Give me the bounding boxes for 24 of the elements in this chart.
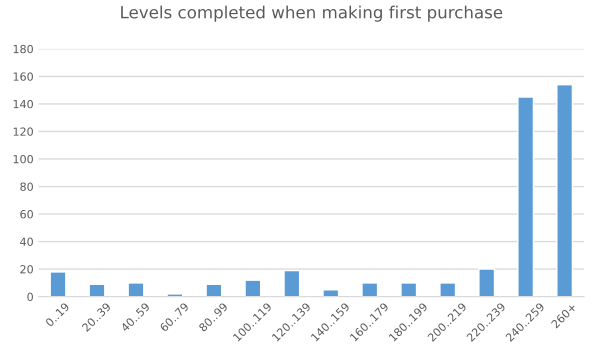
bar — [517, 96, 534, 297]
y-tick-label: 100 — [14, 154, 33, 164]
bar — [400, 282, 418, 297]
y-tick-label: 60 — [20, 210, 33, 218]
y-tick-label: 40 — [20, 238, 33, 246]
y-tick-label: 0 — [27, 292, 33, 302]
bar — [88, 284, 106, 297]
bar — [205, 284, 222, 297]
bar — [50, 271, 67, 297]
bar — [556, 84, 574, 297]
bar — [322, 289, 340, 297]
bar — [439, 282, 456, 297]
y-tick-label: 80 — [20, 182, 33, 191]
bar — [244, 279, 262, 297]
y-tick-label: 20 — [20, 265, 33, 274]
y-tick-label: 180 — [14, 44, 33, 54]
y-tick-label: 120 — [14, 127, 33, 136]
bar — [283, 270, 300, 297]
bar — [127, 282, 144, 297]
bar — [478, 268, 496, 297]
bar — [361, 282, 378, 297]
y-tick-label: 160 — [14, 72, 33, 81]
y-tick-label: 140 — [14, 100, 33, 108]
chart-title: Levels completed when making first purchase — [121, 6, 502, 22]
